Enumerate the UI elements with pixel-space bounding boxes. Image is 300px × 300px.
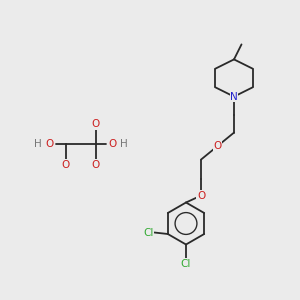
Text: O: O: [62, 160, 70, 170]
Text: N: N: [230, 92, 238, 102]
Text: Cl: Cl: [143, 227, 154, 238]
Text: O: O: [213, 141, 222, 151]
Text: O: O: [197, 190, 205, 201]
Text: O: O: [46, 139, 54, 149]
Text: O: O: [108, 139, 116, 149]
Text: H: H: [120, 139, 128, 149]
Text: H: H: [34, 139, 42, 149]
Text: Cl: Cl: [181, 259, 191, 269]
Text: O: O: [92, 160, 100, 170]
Text: O: O: [92, 119, 100, 130]
